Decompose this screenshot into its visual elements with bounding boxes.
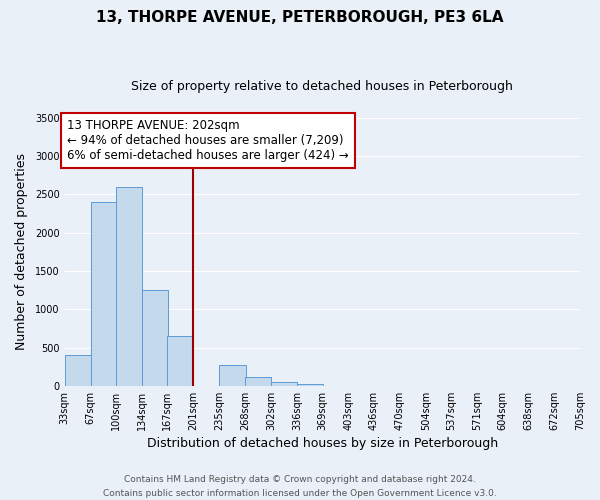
Bar [116, 186, 142, 386]
Bar [271, 382, 297, 386]
X-axis label: Distribution of detached houses by size in Peterborough: Distribution of detached houses by size … [147, 437, 498, 450]
Bar [167, 336, 193, 386]
Title: Size of property relative to detached houses in Peterborough: Size of property relative to detached ho… [131, 80, 513, 93]
Text: 13 THORPE AVENUE: 202sqm
← 94% of detached houses are smaller (7,209)
6% of semi: 13 THORPE AVENUE: 202sqm ← 94% of detach… [67, 119, 349, 162]
Bar [142, 290, 168, 386]
Bar [297, 384, 323, 386]
Text: Contains HM Land Registry data © Crown copyright and database right 2024.
Contai: Contains HM Land Registry data © Crown c… [103, 476, 497, 498]
Bar [91, 202, 117, 386]
Bar [220, 365, 245, 386]
Bar [65, 355, 91, 386]
Y-axis label: Number of detached properties: Number of detached properties [15, 154, 28, 350]
Bar [245, 378, 271, 386]
Text: 13, THORPE AVENUE, PETERBOROUGH, PE3 6LA: 13, THORPE AVENUE, PETERBOROUGH, PE3 6LA [96, 10, 504, 25]
